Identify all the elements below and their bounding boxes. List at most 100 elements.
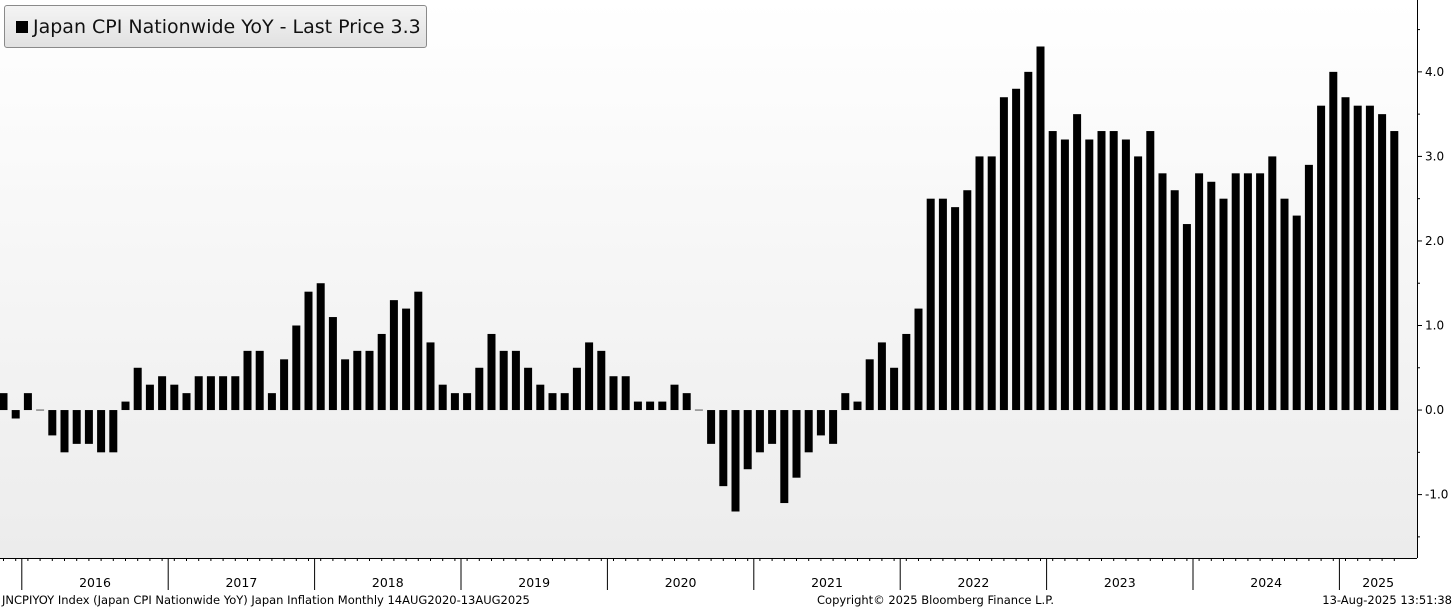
x-tick-label: 2024 [1250,575,1282,590]
y-tick-label: 3.0 [1425,149,1444,163]
bar [719,410,728,487]
bar [841,393,850,411]
bar [1060,139,1069,411]
bar [1280,198,1289,411]
legend-label: Japan CPI Nationwide YoY - Last Price 3.… [33,15,421,38]
bar [145,384,154,411]
bar [60,410,69,453]
bar [572,367,581,411]
bar [609,376,618,411]
x-tick-label: 2018 [372,575,404,590]
bar [1097,131,1106,411]
x-tick-label: 2023 [1104,575,1136,590]
bar [463,393,472,411]
bar [1073,114,1082,411]
bar [585,342,594,411]
bar [1036,46,1045,411]
bar [1243,173,1252,411]
bar [658,401,667,411]
plot-area [0,0,1417,558]
bar [1329,71,1338,411]
bar [11,410,20,419]
bar [97,410,106,453]
bar [1024,71,1033,411]
bar [792,410,801,478]
bar [1158,173,1167,411]
bar [206,376,215,411]
bar [536,384,545,411]
x-tick-label: 2025 [1362,575,1394,590]
bar [816,410,825,436]
bar [1109,131,1118,411]
bar [1219,198,1228,411]
x-tick-label: 2022 [957,575,989,590]
y-tick-label: 4.0 [1425,65,1444,79]
bar [377,333,386,411]
bar [1268,156,1277,411]
bar [182,393,191,411]
bar [731,410,740,512]
bar [414,291,423,411]
bar [341,359,350,411]
bar [548,393,557,411]
bar [0,393,8,411]
bar [1256,173,1265,411]
bar [1231,173,1240,411]
x-tick-label: 2016 [79,575,111,590]
bar [999,97,1008,411]
bar [109,410,118,453]
bar [963,190,972,411]
bar [682,393,691,411]
bar [231,376,240,411]
bar [1048,131,1057,411]
bar [243,350,252,411]
legend-swatch [16,20,28,33]
bar [975,156,984,411]
bar [1121,139,1130,411]
bar [1085,139,1094,411]
bar [389,300,398,411]
bar [1012,88,1021,411]
bar [219,376,228,411]
bar [353,350,362,411]
x-tick-label: 2020 [665,575,697,590]
y-tick-label: -1.0 [1425,488,1448,502]
bar [865,359,874,411]
bar [402,308,411,411]
bar [1365,105,1374,411]
bar [475,367,484,411]
bar [267,393,276,411]
bar [194,376,203,411]
bar [1317,105,1326,411]
bar [987,156,996,411]
bar [914,308,923,411]
bar [170,384,179,411]
bar [511,350,520,411]
bar [133,367,142,411]
x-tick-label: 2019 [518,575,550,590]
y-tick-label: 0.0 [1425,403,1444,417]
bar [158,376,167,411]
bar [755,410,764,453]
bar [853,401,862,411]
footer-copyright: Copyright© 2025 Bloomberg Finance L.P. [817,593,1054,607]
y-tick-label: 2.0 [1425,234,1444,248]
bar [1207,181,1216,411]
bar [926,198,935,411]
bar [780,410,789,504]
legend: Japan CPI Nationwide YoY - Last Price 3.… [4,5,427,48]
bar [23,393,32,411]
bar [829,410,838,444]
bar [280,359,289,411]
bar [768,410,777,444]
bar [292,325,301,411]
bar [1134,156,1143,411]
bar [743,410,752,470]
bar [426,342,435,411]
bar [597,350,606,411]
bar [1182,224,1191,411]
bar [1195,173,1204,411]
bar [121,401,130,411]
bar [1390,131,1399,411]
